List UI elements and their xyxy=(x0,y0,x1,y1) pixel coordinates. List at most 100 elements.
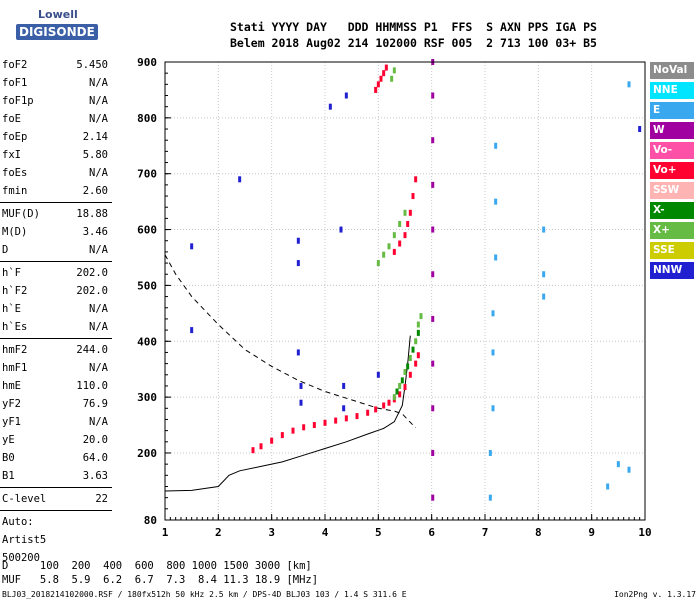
data-point xyxy=(406,363,410,370)
data-point xyxy=(431,137,435,144)
data-point xyxy=(488,494,492,501)
series-x- xyxy=(395,329,420,395)
param-row: C-level 22 xyxy=(0,490,112,508)
param-label: h`F xyxy=(2,267,21,279)
param-row: h`F 202.0 xyxy=(0,264,112,282)
data-point xyxy=(190,243,194,250)
y-tick-label: 800 xyxy=(137,112,157,125)
y-tick-label: 500 xyxy=(137,279,157,292)
legend: NoVal NNE E W Vo- Vo+ SSW X- X+ SSE NNW xyxy=(650,62,694,282)
legend-item: E xyxy=(650,102,694,119)
series-x- xyxy=(376,67,423,401)
chart-grid xyxy=(165,62,645,520)
data-point xyxy=(414,360,418,367)
param-label: B1 xyxy=(2,470,15,482)
param-row: MUF(D) 18.88 xyxy=(0,205,112,223)
x-tick-label: 3 xyxy=(268,526,275,539)
data-point xyxy=(403,384,407,391)
data-point xyxy=(494,198,498,205)
data-point xyxy=(392,67,396,74)
data-point xyxy=(296,349,300,356)
param-label: foE xyxy=(2,113,21,125)
source-info: BLJ03_2018214102000.RSF / 180fx512h 50 k… xyxy=(2,590,407,599)
param-value: N/A xyxy=(89,321,108,333)
data-point xyxy=(270,437,274,444)
param-value: N/A xyxy=(89,416,108,428)
data-point xyxy=(302,424,306,431)
data-point xyxy=(280,432,284,439)
series-e xyxy=(488,81,631,501)
x-tick-label: 8 xyxy=(535,526,542,539)
data-point xyxy=(342,382,346,389)
param-row: B1 3.63 xyxy=(0,467,112,485)
param-row: h`F2 202.0 xyxy=(0,282,112,300)
param-value: N/A xyxy=(89,113,108,125)
param-value: 64.0 xyxy=(82,452,108,464)
param-row: hmF1 N/A xyxy=(0,359,112,377)
x-tick-label: 1 xyxy=(162,526,169,539)
x-tick-label: 2 xyxy=(215,526,222,539)
y-tick-label: 900 xyxy=(137,56,157,69)
data-point xyxy=(342,405,346,412)
data-point xyxy=(419,313,423,320)
data-point xyxy=(382,402,386,409)
param-value: 2.14 xyxy=(82,131,108,143)
param-value: 5.450 xyxy=(76,59,108,71)
legend-item: X- xyxy=(650,202,694,219)
param-label: Artist5 xyxy=(2,534,47,546)
virtual-height-profile xyxy=(164,335,411,492)
param-value: N/A xyxy=(89,95,108,107)
param-value: 202.0 xyxy=(76,285,108,297)
y-tick-label: 600 xyxy=(137,224,157,237)
param-label: MUF(D) xyxy=(2,208,40,220)
data-point xyxy=(542,226,546,233)
data-point xyxy=(414,176,418,183)
data-point xyxy=(374,86,378,93)
data-point xyxy=(616,461,620,468)
param-value: N/A xyxy=(89,362,108,374)
param-label: fmin xyxy=(2,185,28,197)
param-label: foEp xyxy=(2,131,28,143)
data-point xyxy=(323,419,327,426)
data-point xyxy=(491,349,495,356)
data-point xyxy=(366,409,370,416)
x-tick-label: 6 xyxy=(428,526,435,539)
param-row: hmF2 244.0 xyxy=(0,341,112,359)
param-row: D N/A xyxy=(0,241,112,259)
param-value: 20.0 xyxy=(82,434,108,446)
legend-item: NNW xyxy=(650,262,694,279)
data-point xyxy=(488,449,492,456)
data-point xyxy=(638,126,642,133)
param-row: fmin 2.60 xyxy=(0,182,112,200)
param-row: foEp 2.14 xyxy=(0,128,112,146)
x-tick-label: 5 xyxy=(375,526,382,539)
param-label: 500200 xyxy=(2,552,40,564)
data-point xyxy=(339,226,343,233)
param-row: M(D) 3.46 xyxy=(0,223,112,241)
data-point xyxy=(408,355,412,362)
chart-axes: 1 2 3 4 5 6 7 8 9 10 80 200 300 400 500 600 700 800 900 xyxy=(137,56,652,539)
data-point xyxy=(291,427,295,434)
param-label: B0 xyxy=(2,452,15,464)
data-point xyxy=(411,193,415,200)
data-point xyxy=(344,92,348,99)
series-nnw xyxy=(190,92,642,412)
param-value: N/A xyxy=(89,77,108,89)
footer-distance-row: D 100 200 400 600 800 1000 1500 3000 [km… xyxy=(2,560,312,572)
data-point xyxy=(431,315,435,322)
y-tick-label: 200 xyxy=(137,447,157,460)
data-point xyxy=(390,75,394,82)
data-point xyxy=(296,260,300,267)
param-value: 244.0 xyxy=(76,344,108,356)
param-label: foF1 xyxy=(2,77,28,89)
param-separator xyxy=(0,487,112,488)
data-point xyxy=(395,388,399,395)
param-label: yE xyxy=(2,434,15,446)
param-separator xyxy=(0,338,112,339)
data-point xyxy=(299,382,303,389)
param-label: h`F2 xyxy=(2,285,28,297)
param-row: foE N/A xyxy=(0,110,112,128)
data-point xyxy=(382,70,386,77)
legend-item: SSE xyxy=(650,242,694,259)
